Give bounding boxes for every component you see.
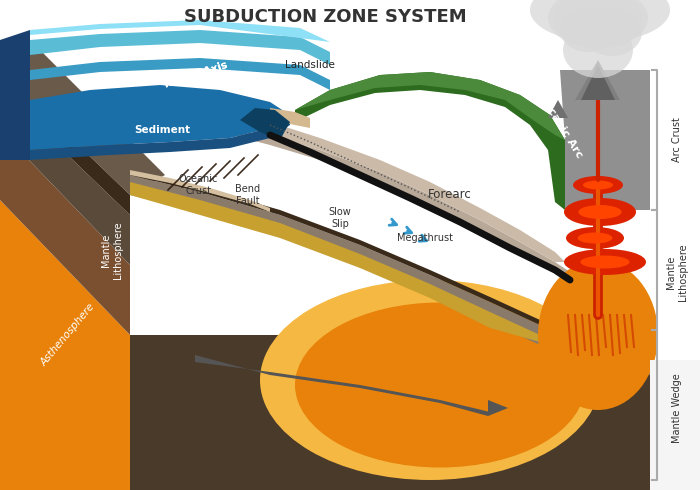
- Ellipse shape: [530, 0, 670, 42]
- Text: Volcanic Arc: Volcanic Arc: [536, 90, 584, 160]
- Text: Trench Axis: Trench Axis: [162, 60, 229, 90]
- Polygon shape: [488, 400, 508, 416]
- Ellipse shape: [538, 260, 658, 410]
- Ellipse shape: [566, 227, 624, 249]
- Polygon shape: [130, 182, 650, 365]
- Polygon shape: [30, 85, 290, 150]
- Polygon shape: [30, 58, 330, 90]
- Ellipse shape: [582, 8, 642, 56]
- Text: Mantle
Lithosphere: Mantle Lithosphere: [666, 243, 688, 301]
- Ellipse shape: [260, 280, 600, 480]
- Ellipse shape: [295, 302, 585, 467]
- Polygon shape: [195, 355, 495, 416]
- Polygon shape: [0, 45, 165, 195]
- Ellipse shape: [553, 0, 643, 46]
- Polygon shape: [0, 70, 130, 215]
- Polygon shape: [560, 70, 650, 210]
- Polygon shape: [270, 108, 310, 128]
- Polygon shape: [30, 115, 290, 160]
- Polygon shape: [130, 170, 650, 355]
- Ellipse shape: [583, 180, 613, 190]
- Polygon shape: [650, 360, 700, 490]
- Text: Landslide: Landslide: [285, 60, 335, 70]
- Text: Bend
Fault: Bend Fault: [235, 184, 260, 206]
- Text: Forearc: Forearc: [428, 189, 472, 201]
- Polygon shape: [0, 90, 130, 265]
- Ellipse shape: [573, 176, 623, 194]
- Text: Megathrust: Megathrust: [397, 233, 453, 243]
- Polygon shape: [0, 130, 130, 335]
- Ellipse shape: [560, 8, 616, 52]
- Polygon shape: [0, 30, 30, 160]
- Ellipse shape: [564, 249, 646, 275]
- Polygon shape: [565, 70, 650, 210]
- Ellipse shape: [578, 205, 622, 219]
- Polygon shape: [575, 60, 620, 100]
- Text: Asthenosphere: Asthenosphere: [39, 302, 97, 368]
- Polygon shape: [30, 20, 330, 42]
- Text: Sediment: Sediment: [134, 125, 190, 135]
- Text: Mantle Wedge: Mantle Wedge: [672, 373, 682, 443]
- Polygon shape: [548, 100, 568, 118]
- Ellipse shape: [578, 232, 612, 244]
- Ellipse shape: [564, 198, 636, 226]
- Ellipse shape: [563, 22, 633, 78]
- Ellipse shape: [580, 255, 629, 269]
- Text: Slow
Slip: Slow Slip: [328, 207, 351, 229]
- Polygon shape: [240, 108, 290, 140]
- Polygon shape: [200, 122, 565, 262]
- Polygon shape: [295, 72, 565, 140]
- Ellipse shape: [548, 0, 648, 48]
- Polygon shape: [130, 335, 650, 490]
- Text: Mantle
Lithosphere: Mantle Lithosphere: [102, 221, 122, 279]
- Text: Arc Crust: Arc Crust: [672, 118, 682, 163]
- Polygon shape: [295, 72, 565, 210]
- Polygon shape: [581, 65, 615, 100]
- Text: SUBDUCTION ZONE SYSTEM: SUBDUCTION ZONE SYSTEM: [183, 8, 466, 26]
- Polygon shape: [30, 30, 330, 65]
- Text: Oceanic
Crust: Oceanic Crust: [178, 174, 218, 196]
- Polygon shape: [130, 170, 270, 212]
- Polygon shape: [130, 175, 650, 375]
- Polygon shape: [200, 128, 570, 280]
- Polygon shape: [0, 200, 130, 490]
